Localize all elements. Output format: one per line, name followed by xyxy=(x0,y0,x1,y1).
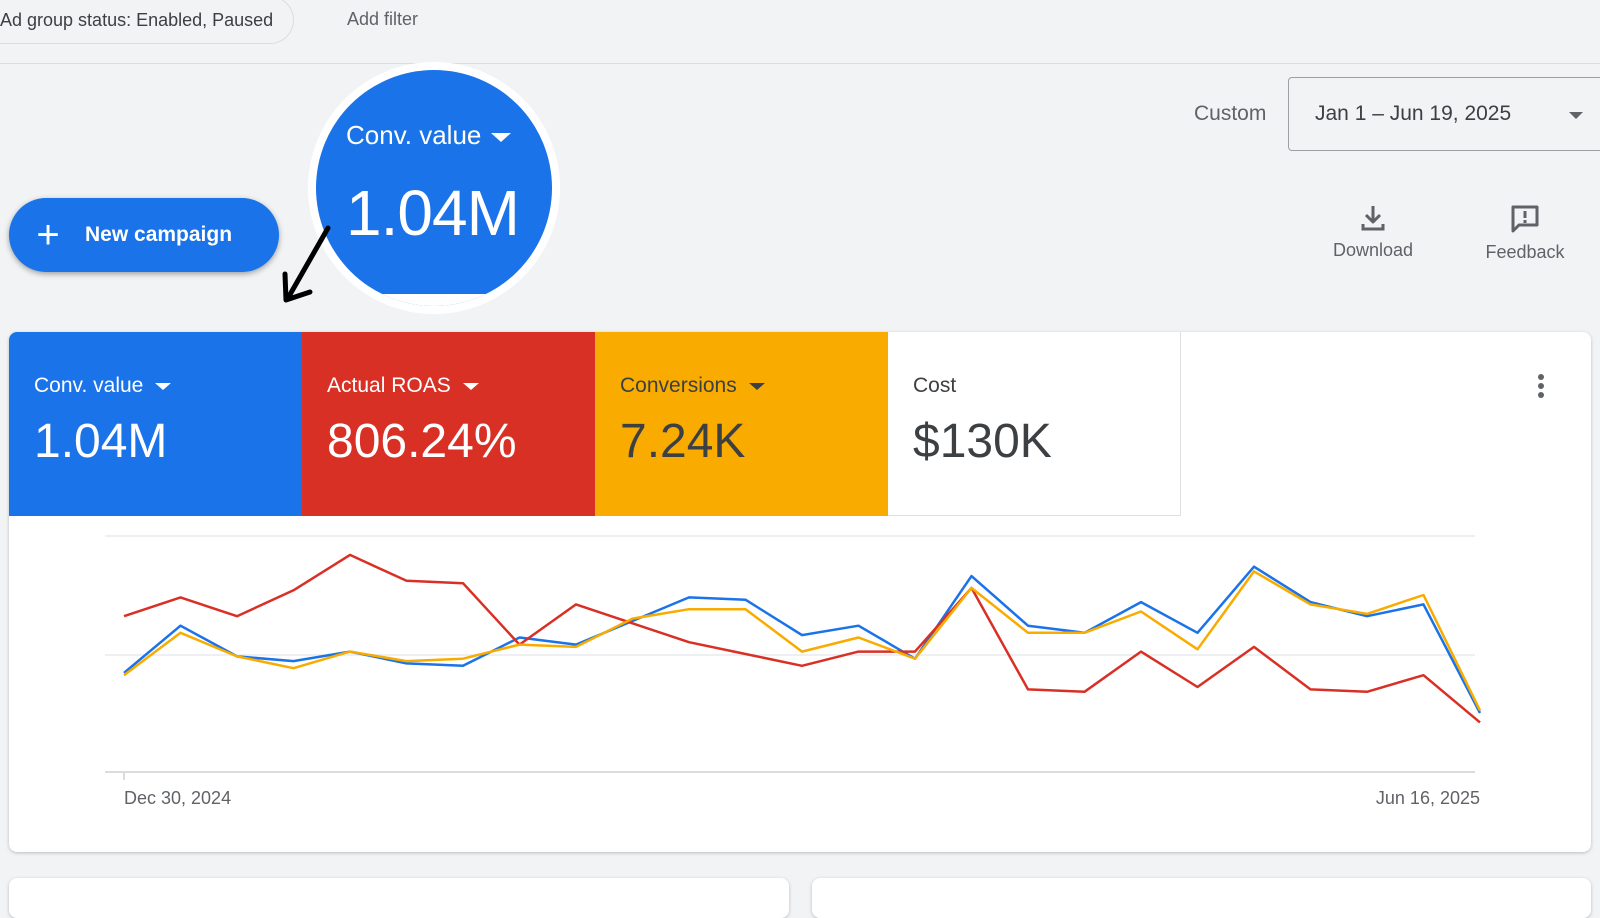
metric-tile-actual-roas[interactable]: Actual ROAS 806.24% xyxy=(302,332,595,516)
feedback-label: Feedback xyxy=(1485,242,1565,262)
metric-tile-conversions[interactable]: Conversions 7.24K xyxy=(595,332,888,516)
series-line-conv-value xyxy=(123,565,1482,714)
date-range-picker[interactable]: Jan 1 – Jun 19, 2025 xyxy=(1288,77,1600,151)
metric-label: Cost xyxy=(913,374,1180,398)
download-button[interactable]: Download xyxy=(1318,204,1428,261)
date-range-value: Jan 1 – Jun 19, 2025 xyxy=(1315,102,1512,125)
metric-label-text: Cost xyxy=(913,374,957,397)
metric-value: $130K xyxy=(913,415,1052,468)
metric-label-text: Actual ROAS xyxy=(327,374,451,397)
metric-label: Conv. value xyxy=(34,374,302,398)
series-line-actual-roas xyxy=(123,553,1481,724)
conv-value-zoom-callout: Conv. value 1.04M xyxy=(316,70,552,306)
filter-chip-ad-group-status[interactable]: Ad group status: Enabled, Paused xyxy=(0,0,295,44)
bottom-card-left xyxy=(9,878,789,918)
caret-down-icon[interactable] xyxy=(462,382,479,390)
filter-bar: Ad group status: Enabled, Paused Add fil… xyxy=(0,0,1600,64)
feedback-icon xyxy=(1511,205,1539,233)
date-range-type-label: Custom xyxy=(1194,102,1267,125)
performance-line-chart: Dec 30, 2024 Jun 16, 2025 xyxy=(105,535,1482,808)
more-options-icon[interactable] xyxy=(1537,374,1545,401)
metric-tile-cost[interactable]: Cost $130K xyxy=(888,332,1181,516)
metric-tile-conv-value[interactable]: Conv. value 1.04M xyxy=(9,332,302,516)
metric-label: Conversions xyxy=(620,374,888,398)
download-label: Download xyxy=(1332,240,1414,260)
caret-down-icon[interactable] xyxy=(748,382,765,390)
metric-value: 806.24% xyxy=(327,415,517,468)
bottom-card-right xyxy=(812,878,1591,918)
metric-value: 7.24K xyxy=(620,415,746,468)
metric-label-text: Conv. value xyxy=(34,374,144,397)
metric-label-text: Conversions xyxy=(620,374,737,397)
add-filter-link[interactable]: Add filter xyxy=(347,9,419,29)
new-campaign-label: New campaign xyxy=(85,223,233,246)
filter-chip-label: Ad group status: Enabled, Paused xyxy=(0,9,274,30)
feedback-button[interactable]: Feedback xyxy=(1470,204,1580,263)
new-campaign-button[interactable]: + New campaign xyxy=(9,198,279,272)
metric-value: 1.04M xyxy=(34,415,168,468)
chevron-down-icon xyxy=(1569,112,1583,119)
caret-down-icon[interactable] xyxy=(155,382,172,390)
download-icon xyxy=(1361,206,1385,231)
plus-icon: + xyxy=(36,213,60,257)
x-axis-start-label: Dec 30, 2024 xyxy=(124,788,231,808)
caret-down-icon xyxy=(491,132,512,142)
performance-card: Conv. value 1.04M Actual ROAS 806.24% Co… xyxy=(9,332,1591,852)
callout-label-text: Conv. value xyxy=(346,120,482,150)
metric-label: Actual ROAS xyxy=(327,374,595,398)
series-line-conversions xyxy=(123,570,1482,712)
x-axis-end-label: Jun 16, 2025 xyxy=(1376,788,1480,808)
callout-metric-value: 1.04M xyxy=(346,177,520,249)
chart-series xyxy=(123,553,1482,724)
callout-metric-label: Conv. value xyxy=(346,120,512,151)
